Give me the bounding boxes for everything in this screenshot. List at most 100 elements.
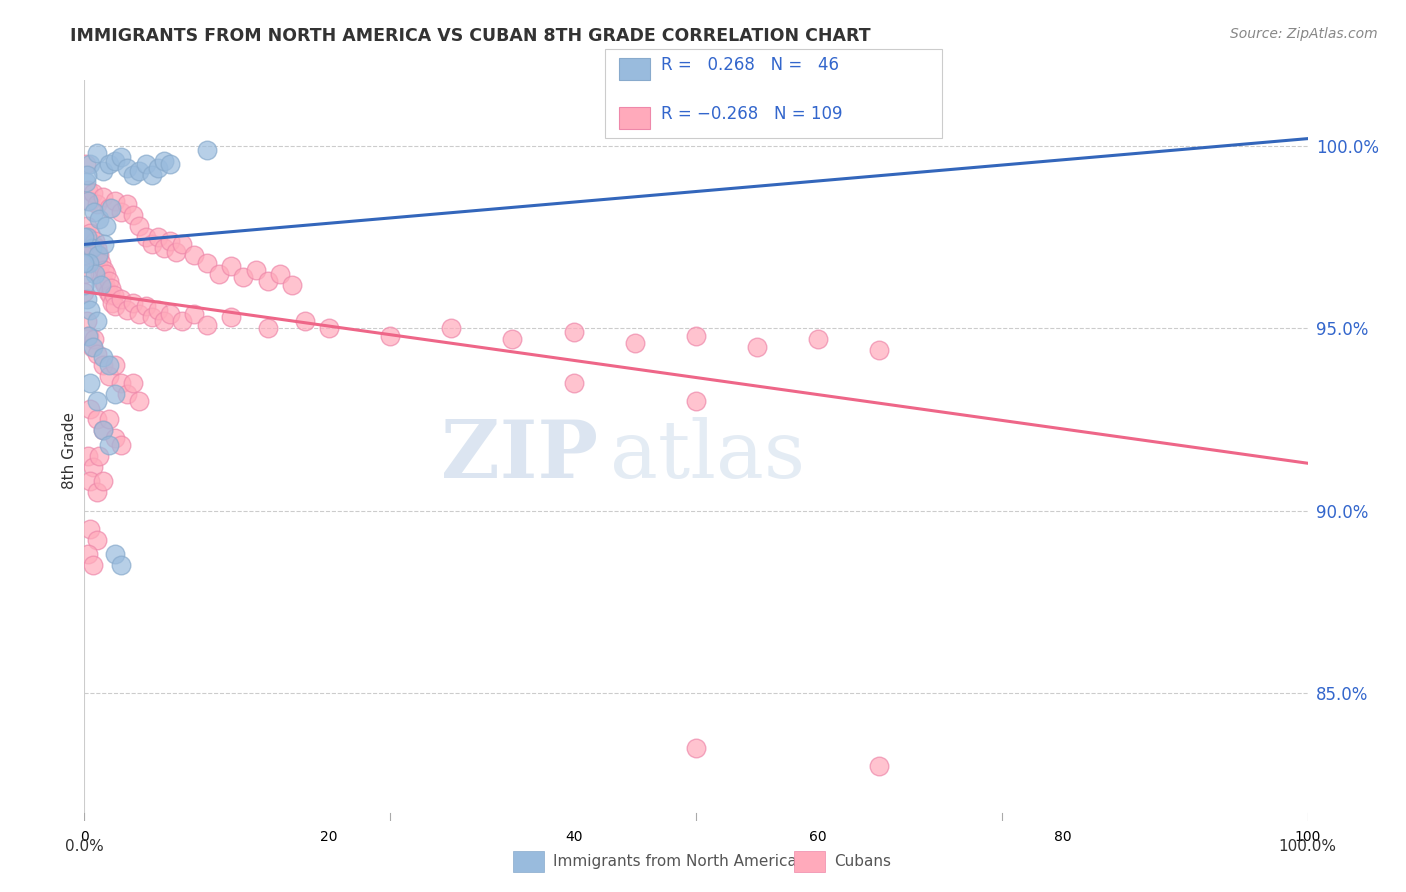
Point bbox=[77, 328, 100, 343]
Point bbox=[172, 237, 194, 252]
Point bbox=[87, 248, 110, 262]
Point bbox=[87, 248, 110, 262]
Point bbox=[93, 263, 115, 277]
Point bbox=[562, 376, 585, 390]
Point bbox=[82, 459, 104, 474]
Point bbox=[79, 194, 101, 208]
Text: R =   0.268   N =   46: R = 0.268 N = 46 bbox=[661, 55, 839, 74]
Point bbox=[110, 558, 132, 573]
Point bbox=[562, 325, 585, 339]
Point bbox=[73, 230, 96, 244]
Point bbox=[80, 241, 103, 255]
Point bbox=[87, 255, 110, 269]
Point bbox=[183, 248, 205, 262]
Point bbox=[83, 204, 105, 219]
Point bbox=[80, 339, 103, 353]
Point bbox=[73, 267, 96, 281]
Point bbox=[115, 161, 138, 175]
Point bbox=[183, 307, 205, 321]
Point bbox=[84, 267, 107, 281]
Point bbox=[94, 277, 117, 292]
Point bbox=[73, 285, 96, 299]
Point bbox=[97, 201, 120, 215]
Point bbox=[219, 260, 242, 274]
Point bbox=[76, 314, 98, 328]
Point bbox=[100, 281, 122, 295]
Point bbox=[115, 303, 138, 318]
Point bbox=[86, 485, 108, 500]
Point bbox=[380, 328, 402, 343]
Point bbox=[219, 310, 242, 325]
Point bbox=[128, 219, 150, 234]
Point bbox=[153, 314, 176, 328]
Text: atlas: atlas bbox=[610, 417, 806, 495]
Point bbox=[869, 343, 891, 358]
Text: 100.0%: 100.0% bbox=[1278, 838, 1337, 854]
Point bbox=[77, 328, 100, 343]
Text: R = −0.268   N = 109: R = −0.268 N = 109 bbox=[661, 104, 842, 123]
Point bbox=[208, 267, 231, 281]
Point bbox=[624, 335, 647, 350]
Point bbox=[232, 270, 254, 285]
Point bbox=[135, 157, 157, 171]
Point bbox=[122, 208, 145, 222]
Text: 0.0%: 0.0% bbox=[65, 838, 104, 854]
Point bbox=[91, 351, 114, 365]
Point bbox=[141, 310, 163, 325]
Point bbox=[86, 394, 108, 409]
Point bbox=[110, 204, 132, 219]
Point bbox=[79, 475, 101, 489]
Point bbox=[80, 248, 103, 262]
Text: Cubans: Cubans bbox=[834, 854, 891, 869]
Point bbox=[122, 295, 145, 310]
Point bbox=[77, 255, 100, 269]
Point bbox=[141, 237, 163, 252]
Point bbox=[685, 740, 707, 755]
Point bbox=[97, 358, 120, 372]
Point bbox=[82, 558, 104, 573]
Point bbox=[91, 274, 114, 288]
Point bbox=[245, 263, 267, 277]
Point bbox=[104, 153, 127, 168]
Point bbox=[76, 292, 98, 306]
Point bbox=[153, 241, 176, 255]
Point bbox=[172, 314, 194, 328]
Point bbox=[87, 449, 110, 463]
Point bbox=[77, 548, 100, 562]
Point bbox=[97, 157, 120, 171]
Point bbox=[97, 438, 120, 452]
Point bbox=[440, 321, 463, 335]
Text: IMMIGRANTS FROM NORTH AMERICA VS CUBAN 8TH GRADE CORRELATION CHART: IMMIGRANTS FROM NORTH AMERICA VS CUBAN 8… bbox=[70, 27, 870, 45]
Point bbox=[77, 230, 100, 244]
Point bbox=[110, 376, 132, 390]
Point bbox=[135, 230, 157, 244]
Point bbox=[115, 387, 138, 401]
Point bbox=[79, 227, 101, 241]
Point bbox=[104, 387, 127, 401]
Point bbox=[97, 412, 120, 426]
Point bbox=[146, 303, 169, 318]
Point bbox=[75, 157, 97, 171]
Point bbox=[135, 299, 157, 313]
Point bbox=[128, 164, 150, 178]
Point bbox=[76, 219, 98, 234]
Point bbox=[86, 197, 108, 211]
Point bbox=[75, 175, 97, 189]
Point bbox=[83, 244, 105, 259]
Point bbox=[91, 164, 114, 178]
Point bbox=[122, 168, 145, 182]
Point bbox=[146, 230, 169, 244]
Point bbox=[82, 186, 104, 201]
Point bbox=[96, 219, 118, 234]
Point bbox=[97, 274, 120, 288]
Point bbox=[91, 190, 114, 204]
Point bbox=[153, 153, 176, 168]
Point bbox=[96, 267, 118, 281]
Point bbox=[84, 234, 107, 248]
Point bbox=[115, 197, 138, 211]
Point bbox=[281, 277, 304, 292]
Point bbox=[104, 548, 127, 562]
Point bbox=[79, 303, 101, 318]
Point bbox=[97, 285, 120, 299]
Point bbox=[79, 401, 101, 416]
